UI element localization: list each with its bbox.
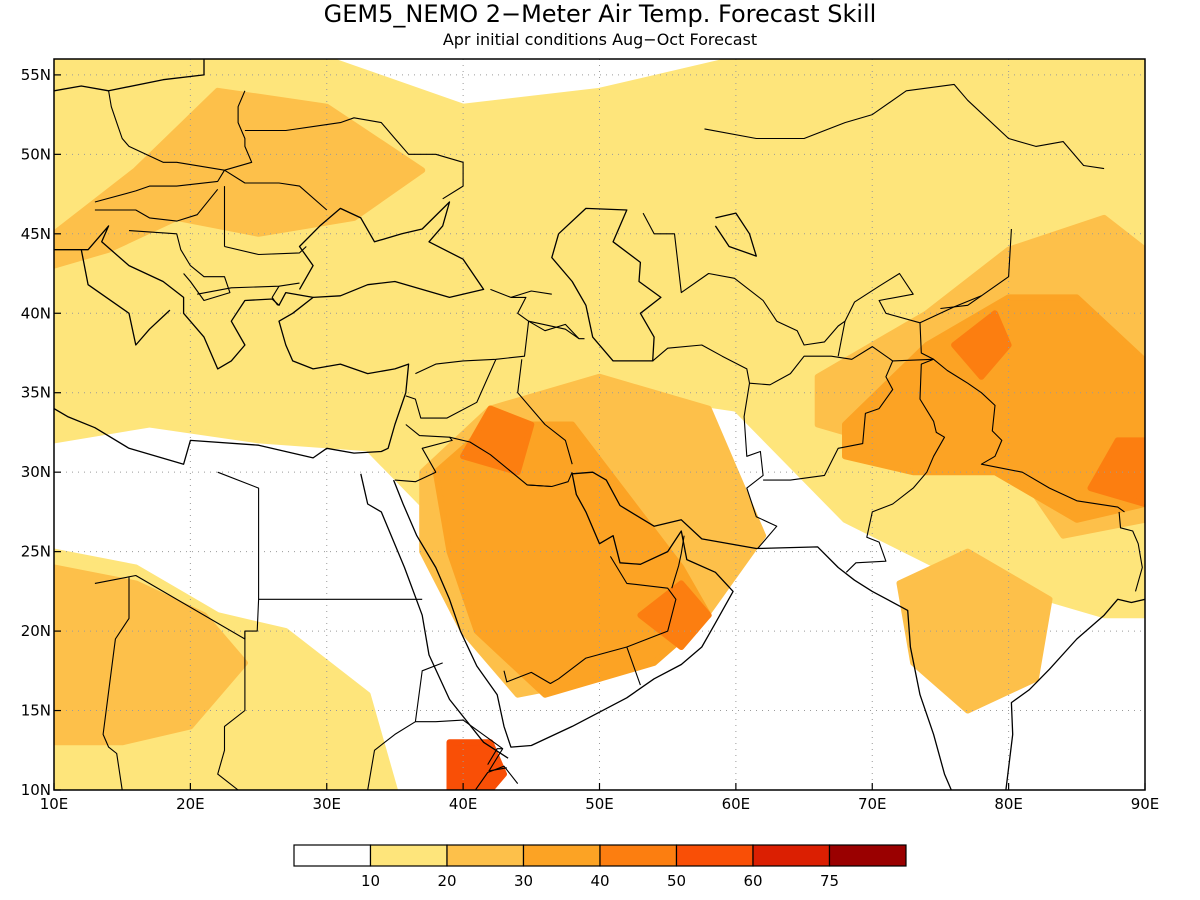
x-tick-label: 30E xyxy=(312,795,341,813)
coastline xyxy=(392,471,952,790)
map-subtitle: Apr initial conditions Aug−Oct Forecast xyxy=(443,30,757,49)
skill-region-12 xyxy=(951,310,1012,380)
country-border xyxy=(652,344,778,549)
coastline xyxy=(1005,598,1145,790)
country-border xyxy=(217,631,246,790)
country-border xyxy=(94,169,225,203)
country-border xyxy=(474,765,519,790)
coastline xyxy=(80,249,171,346)
x-tick-label: 60E xyxy=(722,795,751,813)
x-tick-label: 20E xyxy=(176,795,205,813)
longitude-ticks: 10E 20E 30E 40E 50E 60E 70E 80E 90E xyxy=(40,783,1160,813)
country-border xyxy=(1118,511,1143,592)
color-bar-swatch-5 xyxy=(675,844,754,867)
coastline xyxy=(54,225,410,465)
country-border xyxy=(487,748,503,765)
x-tick-label: 40E xyxy=(449,795,478,813)
country-border xyxy=(94,471,260,640)
x-tick-label: 70E xyxy=(858,795,887,813)
skill-region-13 xyxy=(446,739,507,790)
y-tick-label: 50N xyxy=(21,145,51,163)
color-bar: 10 20 30 40 50 60 75 xyxy=(293,844,907,890)
country-border xyxy=(367,662,443,790)
color-bar-label-3: 40 xyxy=(590,872,609,890)
country-border xyxy=(845,358,946,573)
color-bar-swatch-4 xyxy=(599,844,678,867)
color-bar-label-2: 30 xyxy=(514,872,533,890)
coastline xyxy=(298,201,485,299)
country-border xyxy=(528,320,585,340)
country-border xyxy=(671,535,685,589)
country-border xyxy=(503,556,677,685)
country-border xyxy=(837,321,846,357)
y-tick-label: 45N xyxy=(21,225,51,243)
color-bar-swatch-6 xyxy=(752,844,831,867)
country-border xyxy=(271,285,280,306)
country-border xyxy=(415,288,530,375)
y-tick-label: 30N xyxy=(21,463,51,481)
x-tick-label: 10E xyxy=(40,795,69,813)
color-bar-label-6: 75 xyxy=(820,872,839,890)
country-border xyxy=(940,295,982,310)
country-border xyxy=(626,646,641,686)
y-tick-label: 10N xyxy=(21,781,51,799)
skill-region-10 xyxy=(637,580,712,650)
latitude-ticks: 10N 15N 20N 25N 30N 35N 40N 45N 50N 55N xyxy=(21,66,61,799)
y-tick-label: 20N xyxy=(21,622,51,640)
coastline xyxy=(54,59,205,92)
country-border xyxy=(197,282,300,295)
y-tick-label: 55N xyxy=(21,66,51,84)
color-bar-swatch-3 xyxy=(522,844,601,867)
country-border xyxy=(704,83,1105,170)
color-bar-label-0: 10 xyxy=(361,872,380,890)
country-border xyxy=(892,358,1125,513)
country-border xyxy=(510,290,552,298)
country-border xyxy=(94,188,219,222)
country-border xyxy=(224,245,307,256)
color-bar-swatch-7 xyxy=(828,844,907,867)
country-border xyxy=(919,322,934,360)
color-bar-swatch-0 xyxy=(293,844,372,867)
skill-region-11 xyxy=(1087,437,1145,507)
country-border xyxy=(528,320,580,340)
country-borders xyxy=(94,83,1145,790)
country-border xyxy=(108,90,328,211)
coastline xyxy=(714,212,757,257)
country-border xyxy=(405,359,497,419)
color-bar-swatch-1 xyxy=(369,844,448,867)
country-border xyxy=(642,212,1012,346)
country-border xyxy=(749,346,894,481)
skill-region-3 xyxy=(54,564,248,746)
coastlines xyxy=(54,59,1145,790)
coastline xyxy=(360,473,509,759)
country-border xyxy=(517,359,573,465)
coastline xyxy=(551,207,662,362)
color-bar-label-4: 50 xyxy=(667,872,686,890)
map-title: GEM5_NEMO 2−Meter Air Temp. Forecast Ski… xyxy=(324,0,877,28)
color-bar-label-5: 60 xyxy=(743,872,762,890)
country-border xyxy=(224,90,253,171)
country-border xyxy=(527,484,552,488)
x-tick-label: 90E xyxy=(1131,795,1160,813)
y-tick-label: 15N xyxy=(21,702,51,720)
country-border xyxy=(394,424,453,483)
y-tick-label: 25N xyxy=(21,543,51,561)
skill-region-9 xyxy=(460,405,535,476)
country-border xyxy=(128,230,231,302)
y-tick-label: 35N xyxy=(21,384,51,402)
x-tick-label: 80E xyxy=(994,795,1023,813)
y-tick-label: 40N xyxy=(21,304,51,322)
country-border xyxy=(102,577,130,790)
color-bar-swatch-2 xyxy=(446,844,525,867)
country-border xyxy=(244,117,464,200)
color-bar-label-1: 20 xyxy=(437,872,456,890)
x-tick-label: 50E xyxy=(585,795,614,813)
